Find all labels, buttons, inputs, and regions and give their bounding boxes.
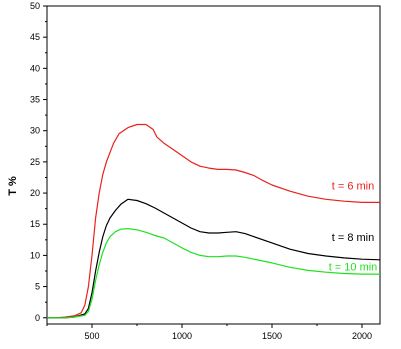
y-tick-label: 10 — [30, 250, 40, 260]
y-tick-label: 50 — [30, 1, 40, 11]
y-tick-label: 40 — [30, 63, 40, 73]
series-line-2 — [47, 199, 380, 317]
x-tick-label: 1000 — [172, 331, 192, 341]
axis-ticks: 0 5 10 15 20 25 30 35 40 45 50 500 1000 1500 2000 — [30, 1, 372, 341]
y-tick-label: 15 — [30, 219, 40, 229]
y-axis-title: T % — [7, 176, 19, 196]
x-tick-label: 500 — [84, 331, 99, 341]
y-tick-label: 45 — [30, 32, 40, 42]
y-tick-label: 0 — [35, 313, 40, 323]
y-tick-label: 30 — [30, 126, 40, 136]
y-tick-label: 35 — [30, 95, 40, 105]
series-annotation-label: t = 8 min — [332, 232, 375, 244]
x-tick-label: 2000 — [352, 331, 372, 341]
series-annotation-label: t = 10 min — [329, 261, 378, 273]
y-tick-label: 25 — [30, 157, 40, 167]
series-line-1 — [47, 125, 380, 318]
x-tick-label: 1500 — [262, 331, 282, 341]
series-annotation-label: t = 6 min — [332, 180, 375, 192]
y-tick-label: 20 — [30, 188, 40, 198]
y-tick-label: 5 — [35, 282, 40, 292]
series-lines — [47, 125, 380, 318]
